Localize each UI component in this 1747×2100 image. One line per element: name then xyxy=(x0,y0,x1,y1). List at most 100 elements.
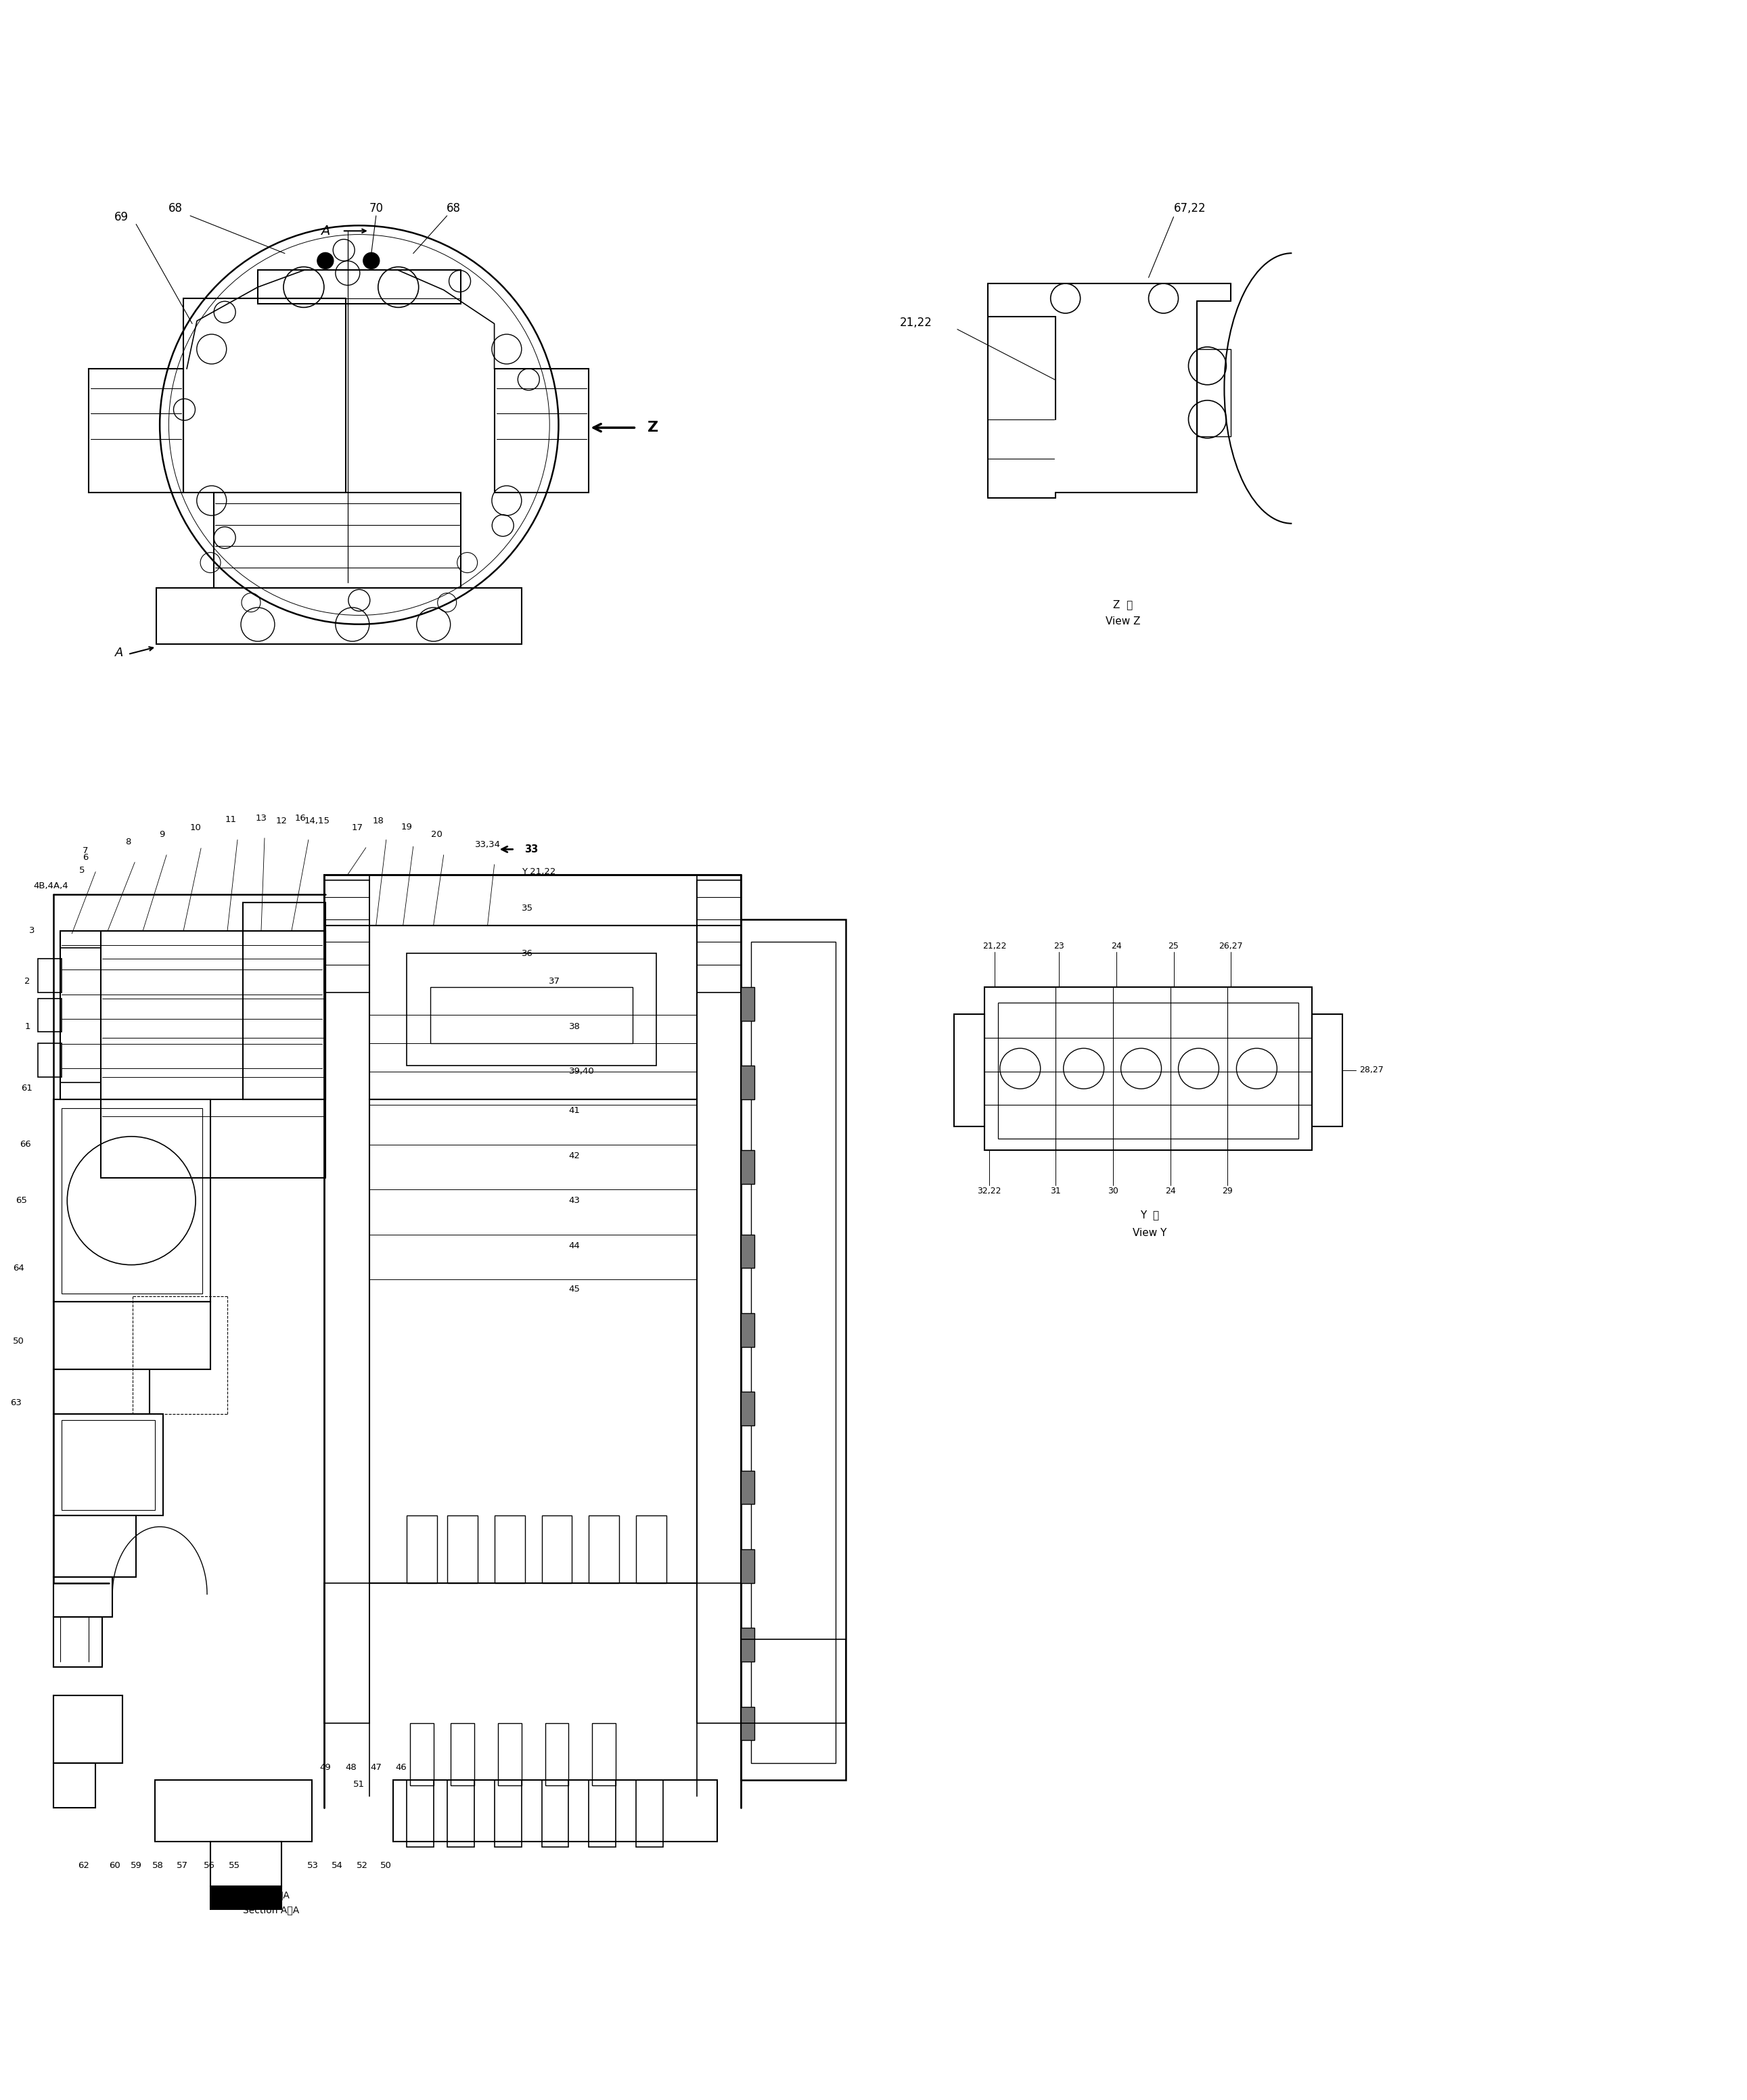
Bar xyxy=(494,1516,524,1583)
Bar xyxy=(636,1779,664,1848)
Bar xyxy=(741,1707,755,1741)
Bar xyxy=(741,1470,755,1504)
Bar xyxy=(61,1109,203,1294)
Bar xyxy=(407,953,657,1065)
Text: 45: 45 xyxy=(570,1285,580,1294)
Text: 50: 50 xyxy=(381,1861,391,1869)
Text: 11: 11 xyxy=(225,815,236,823)
Text: 39,40: 39,40 xyxy=(570,1067,594,1075)
Bar xyxy=(54,1100,210,1302)
Bar xyxy=(54,1369,150,1413)
Text: 36: 36 xyxy=(521,949,533,958)
Text: 37: 37 xyxy=(549,977,559,985)
Text: 62: 62 xyxy=(77,1861,89,1869)
Text: 32,22: 32,22 xyxy=(977,1186,1001,1195)
Bar xyxy=(592,1724,617,1785)
Text: 1: 1 xyxy=(24,1023,30,1031)
Bar xyxy=(1197,349,1232,437)
Text: 17: 17 xyxy=(351,823,363,832)
Text: 9: 9 xyxy=(159,830,164,840)
Bar xyxy=(741,987,755,1021)
Bar xyxy=(494,370,589,491)
Bar xyxy=(697,1583,741,1724)
Text: 18: 18 xyxy=(372,817,384,825)
Text: 57: 57 xyxy=(176,1861,189,1869)
Bar xyxy=(155,1779,313,1842)
Text: 60: 60 xyxy=(108,1861,121,1869)
Bar xyxy=(451,1724,473,1785)
Text: A: A xyxy=(115,647,124,659)
Text: 58: 58 xyxy=(152,1861,164,1869)
Bar xyxy=(741,1628,755,1661)
Bar xyxy=(393,1779,718,1842)
Text: 14,15: 14,15 xyxy=(304,817,330,825)
Text: 29: 29 xyxy=(1223,1186,1233,1195)
Bar xyxy=(542,1779,570,1848)
Bar xyxy=(210,1842,281,1886)
Text: 28,27: 28,27 xyxy=(1359,1067,1384,1075)
Text: 42: 42 xyxy=(570,1151,580,1159)
Text: 13: 13 xyxy=(255,815,267,823)
Text: 3: 3 xyxy=(30,926,35,934)
Text: 26,27: 26,27 xyxy=(1219,941,1244,951)
Text: Y  視: Y 視 xyxy=(1141,1210,1160,1220)
Text: 52: 52 xyxy=(356,1861,369,1869)
Text: 61: 61 xyxy=(21,1084,33,1092)
Bar xyxy=(243,903,325,1100)
Bar xyxy=(369,926,697,1100)
Text: 6: 6 xyxy=(82,853,89,863)
Bar xyxy=(54,1302,210,1369)
Text: 55: 55 xyxy=(229,1861,239,1869)
Bar xyxy=(407,1516,437,1583)
Bar xyxy=(741,1640,846,1724)
Bar xyxy=(447,1516,477,1583)
Text: 67,22: 67,22 xyxy=(1174,202,1205,214)
Bar xyxy=(323,1583,369,1724)
Text: 49: 49 xyxy=(320,1762,330,1772)
Text: 47: 47 xyxy=(370,1762,383,1772)
Bar xyxy=(38,1044,61,1077)
Text: 51: 51 xyxy=(353,1779,365,1789)
Text: Z: Z xyxy=(648,420,659,435)
Text: 68: 68 xyxy=(168,202,182,214)
Text: 35: 35 xyxy=(521,903,533,914)
Text: 59: 59 xyxy=(131,1861,142,1869)
Text: 50: 50 xyxy=(14,1338,24,1346)
Text: 31: 31 xyxy=(1050,1186,1060,1195)
Bar xyxy=(954,1014,984,1126)
Bar xyxy=(89,370,183,491)
Text: 43: 43 xyxy=(570,1197,580,1205)
Bar xyxy=(61,947,101,1084)
Bar xyxy=(369,1100,697,1583)
Text: 24: 24 xyxy=(1111,941,1122,951)
Text: 21,22: 21,22 xyxy=(900,317,933,328)
Text: A: A xyxy=(321,225,330,237)
Bar xyxy=(1312,1014,1342,1126)
Bar xyxy=(54,1413,162,1516)
Bar xyxy=(751,943,835,1762)
Bar xyxy=(38,998,61,1031)
Text: 7: 7 xyxy=(82,846,89,855)
Bar xyxy=(411,1724,433,1785)
Text: 65: 65 xyxy=(16,1197,28,1205)
Bar xyxy=(984,987,1312,1151)
Text: 12: 12 xyxy=(276,817,287,825)
Text: Y 21,22: Y 21,22 xyxy=(521,867,556,876)
Text: 23: 23 xyxy=(1053,941,1064,951)
Text: 64: 64 xyxy=(14,1264,24,1273)
Bar xyxy=(323,880,369,993)
Bar xyxy=(741,1151,755,1184)
Text: 33: 33 xyxy=(524,844,538,855)
Text: 24: 24 xyxy=(1165,1186,1176,1195)
Text: 25: 25 xyxy=(1169,941,1179,951)
Bar xyxy=(447,1779,473,1848)
Text: Z  視: Z 視 xyxy=(1113,601,1132,609)
Text: 70: 70 xyxy=(369,202,383,214)
Bar xyxy=(101,930,325,1178)
Bar xyxy=(498,1724,521,1785)
Text: 68: 68 xyxy=(447,202,461,214)
Text: 20: 20 xyxy=(432,830,442,840)
Bar xyxy=(589,1516,620,1583)
Text: 66: 66 xyxy=(19,1140,31,1149)
Bar xyxy=(61,930,325,1100)
